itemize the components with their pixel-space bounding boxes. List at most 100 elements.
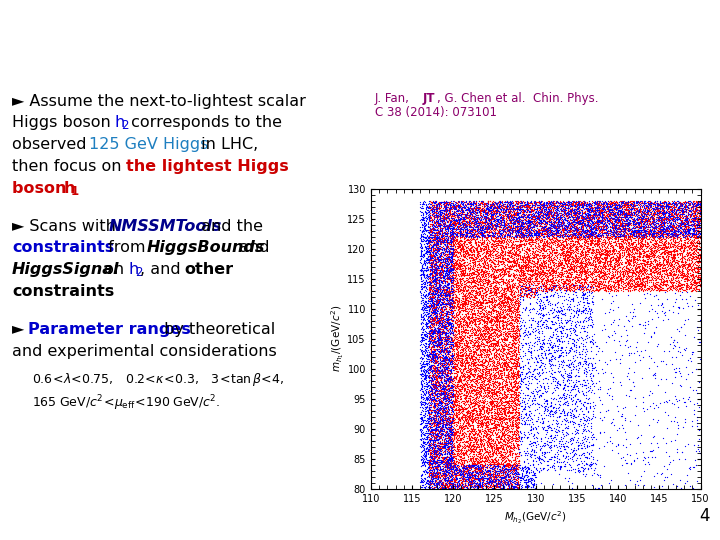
Point bbox=[636, 227, 647, 235]
Point bbox=[464, 403, 476, 411]
Point bbox=[435, 371, 446, 380]
Point bbox=[628, 219, 639, 227]
Point bbox=[455, 387, 467, 395]
Point bbox=[678, 219, 690, 227]
Point bbox=[456, 361, 467, 369]
Point bbox=[578, 263, 590, 272]
Point bbox=[435, 389, 446, 398]
Point bbox=[503, 387, 515, 396]
Point bbox=[549, 273, 561, 282]
Point bbox=[464, 367, 475, 376]
Point bbox=[688, 238, 699, 247]
Point bbox=[454, 422, 466, 431]
Point bbox=[463, 217, 474, 226]
Point bbox=[644, 200, 656, 208]
Point bbox=[486, 449, 498, 457]
Point bbox=[418, 308, 429, 316]
Point bbox=[616, 210, 628, 218]
Point bbox=[477, 375, 489, 383]
Point bbox=[479, 207, 490, 216]
Point bbox=[626, 197, 638, 205]
Point bbox=[445, 204, 456, 212]
Point bbox=[482, 209, 494, 218]
Point bbox=[482, 433, 494, 442]
Point bbox=[447, 402, 459, 411]
Point bbox=[470, 315, 482, 323]
Point bbox=[469, 269, 481, 278]
Point bbox=[572, 262, 584, 271]
Point bbox=[472, 211, 484, 220]
Point bbox=[513, 470, 525, 478]
Point bbox=[440, 461, 451, 470]
Point bbox=[598, 207, 610, 215]
Point bbox=[428, 328, 439, 336]
Point bbox=[437, 249, 449, 258]
Point bbox=[477, 262, 489, 271]
Point bbox=[431, 254, 442, 263]
Point bbox=[426, 265, 438, 273]
Point bbox=[466, 346, 477, 354]
Point bbox=[558, 279, 570, 288]
Point bbox=[566, 201, 577, 210]
Point bbox=[652, 285, 664, 293]
Point bbox=[674, 215, 685, 224]
Point bbox=[629, 348, 640, 357]
Point bbox=[544, 345, 555, 354]
Point bbox=[426, 454, 438, 463]
Point bbox=[587, 259, 598, 268]
Point bbox=[656, 213, 667, 221]
Point bbox=[482, 204, 494, 212]
Point bbox=[444, 283, 455, 292]
Point bbox=[692, 248, 703, 256]
Point bbox=[653, 241, 665, 250]
Point bbox=[626, 460, 637, 468]
Point bbox=[510, 198, 521, 206]
Point bbox=[484, 383, 495, 391]
Point bbox=[691, 216, 703, 225]
Point bbox=[510, 420, 522, 428]
Point bbox=[469, 405, 480, 414]
Point bbox=[471, 409, 482, 417]
Point bbox=[459, 380, 471, 388]
Point bbox=[452, 478, 464, 487]
Point bbox=[447, 460, 459, 469]
Point bbox=[523, 464, 534, 473]
Point bbox=[438, 453, 450, 461]
Point bbox=[464, 274, 476, 282]
Point bbox=[546, 366, 558, 374]
Point bbox=[560, 259, 572, 267]
Point bbox=[459, 402, 470, 411]
Point bbox=[547, 199, 559, 208]
Point bbox=[483, 281, 495, 290]
Point bbox=[626, 225, 637, 234]
Point bbox=[424, 337, 436, 346]
Point bbox=[523, 342, 535, 351]
Point bbox=[510, 312, 521, 320]
Point bbox=[571, 245, 582, 253]
Point bbox=[653, 286, 665, 295]
Point bbox=[629, 268, 640, 277]
Point bbox=[479, 266, 490, 275]
Point bbox=[436, 353, 447, 362]
Point bbox=[476, 435, 487, 443]
Point bbox=[572, 306, 584, 315]
Point bbox=[610, 291, 621, 299]
Point bbox=[685, 238, 697, 246]
Point bbox=[482, 261, 494, 270]
Point bbox=[436, 409, 447, 418]
Point bbox=[427, 288, 438, 297]
Point bbox=[456, 219, 468, 228]
Point bbox=[542, 300, 554, 308]
Point bbox=[464, 255, 476, 264]
Point bbox=[535, 216, 546, 225]
Point bbox=[609, 282, 621, 291]
Point bbox=[514, 293, 526, 302]
Point bbox=[463, 413, 474, 421]
Point bbox=[667, 208, 679, 217]
Point bbox=[447, 456, 459, 464]
Point bbox=[621, 207, 632, 216]
Point bbox=[446, 480, 458, 489]
Point bbox=[604, 197, 616, 206]
Point bbox=[631, 275, 642, 284]
Point bbox=[512, 460, 523, 468]
